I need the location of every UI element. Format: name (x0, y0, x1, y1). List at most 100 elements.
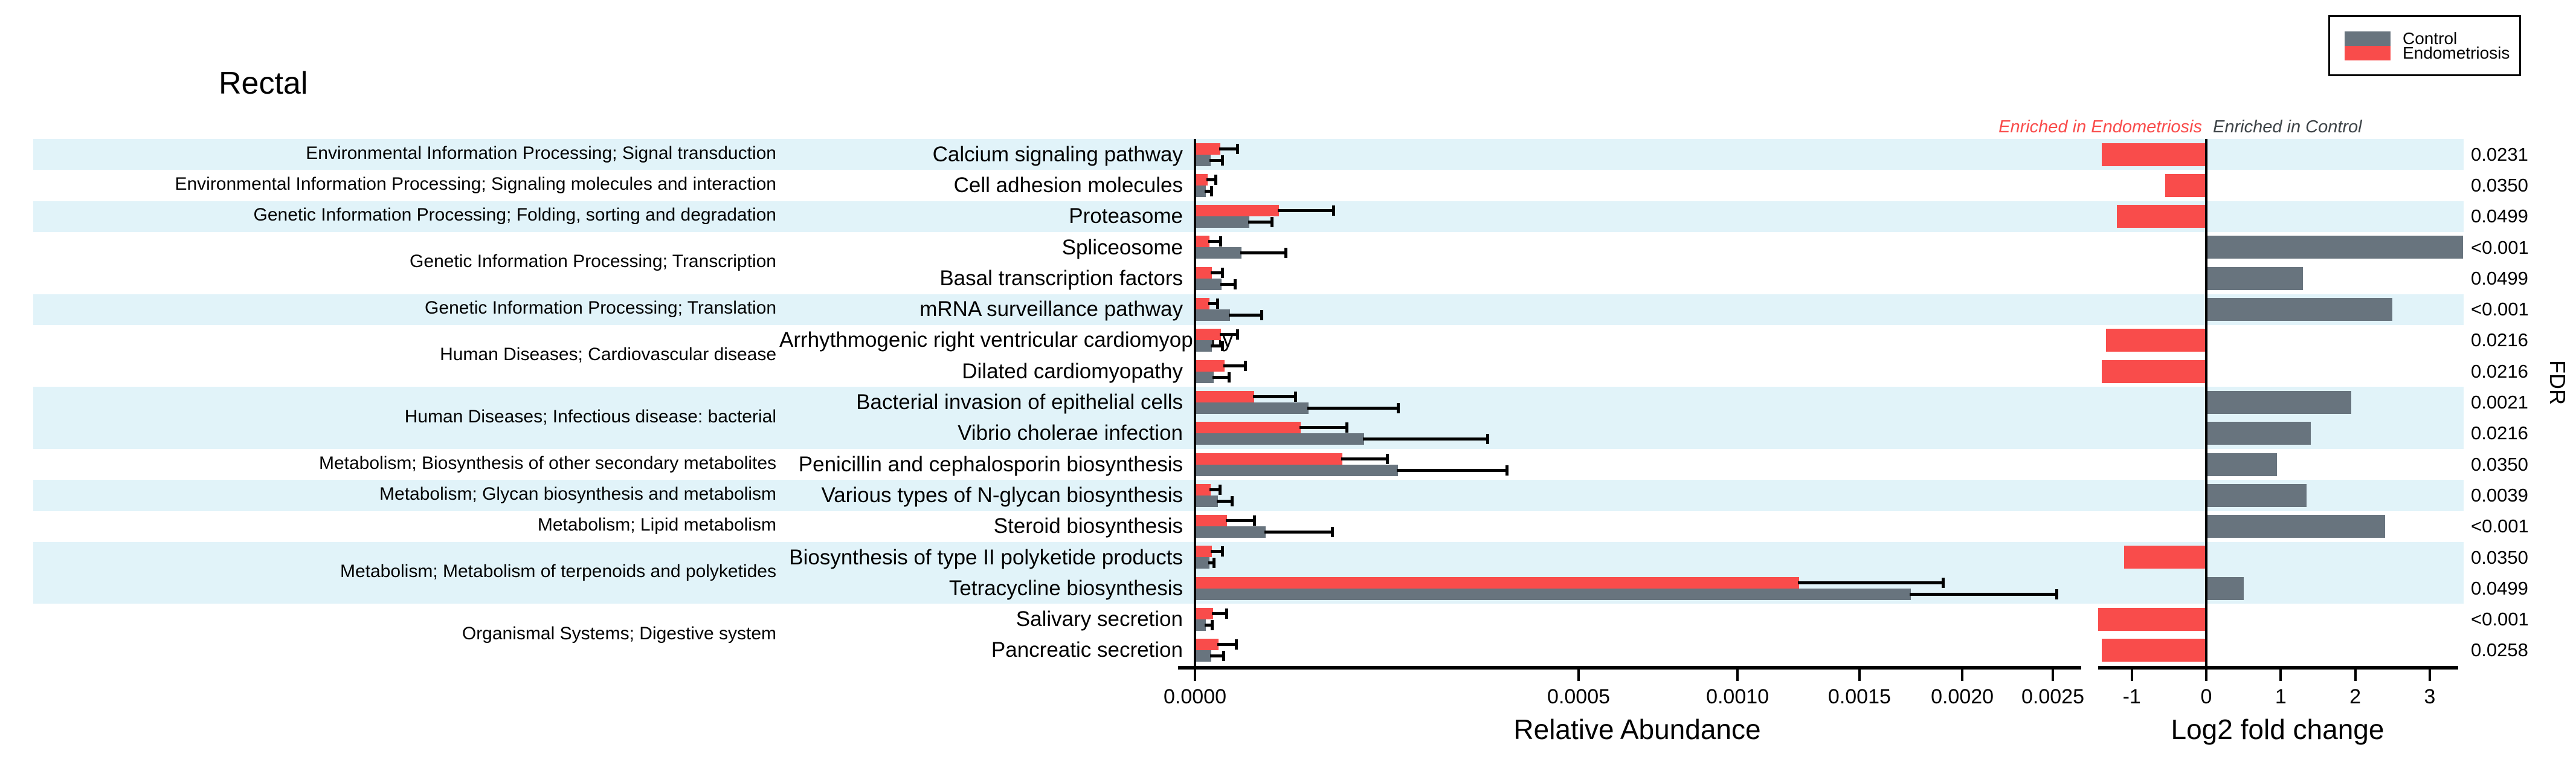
endometriosis-error-bar (1253, 395, 1295, 398)
fdr-value: 0.0350 (2471, 453, 2528, 475)
control-error-cap (1230, 495, 1234, 506)
category-label: Human Diseases; Infectious disease: bact… (404, 406, 776, 427)
category-label: Metabolism; Glycan biosynthesis and meta… (379, 483, 776, 504)
control-error-cap (1284, 248, 1288, 259)
control-abundance-bar (1195, 433, 1364, 445)
endometriosis-abundance-bar (1195, 483, 1211, 495)
log2fc-tick-label: 0 (2200, 685, 2212, 708)
log2fc-bar (2102, 360, 2206, 383)
pathway-label: Steroid biosynthesis (993, 514, 1183, 538)
endometriosis-abundance-bar (1195, 453, 1343, 465)
log2fc-bar (2117, 205, 2206, 228)
log2fc-bar (2206, 576, 2244, 600)
control-error-bar (1220, 282, 1235, 286)
legend-label-endometriosis: Endometriosis (2403, 44, 2510, 62)
log2fc-bar (2206, 236, 2464, 259)
endometriosis-error-bar (1208, 302, 1218, 305)
fdr-value: <0.001 (2471, 299, 2529, 320)
endometriosis-abundance-bar (1195, 639, 1219, 651)
control-error-cap (1270, 217, 1274, 228)
endometriosis-abundance-bar (1195, 173, 1208, 186)
control-error-cap (1228, 372, 1231, 382)
control-abundance-bar (1195, 588, 1911, 600)
pathway-label: Bacterial invasion of epithelial cells (856, 390, 1183, 415)
control-error-cap (1220, 341, 1224, 352)
log2fc-tick-label: -1 (2122, 685, 2141, 708)
endometriosis-error-bar (1217, 643, 1236, 647)
control-error-bar (1204, 189, 1211, 193)
control-error-cap (1220, 155, 1224, 166)
control-error-bar (1307, 406, 1399, 410)
fdr-value: 0.0021 (2471, 392, 2528, 413)
endometriosis-error-cap (1214, 174, 1217, 185)
pathway-label: Cell adhesion molecules (953, 173, 1183, 197)
category-label: Genetic Information Processing; Folding,… (253, 205, 776, 225)
control-error-bar (1210, 344, 1222, 348)
category-label: Human Diseases; Cardiovascular disease (440, 344, 776, 365)
log2fc-bar (2206, 266, 2304, 290)
abundance-zero-axis (1194, 139, 1196, 666)
legend-swatch-endometriosis (2345, 46, 2391, 60)
abundance-axis-tick (2052, 670, 2054, 681)
pathway-label: Arrhythmogenic right ventricular cardiom… (779, 328, 1233, 352)
control-error-cap (1505, 465, 1509, 476)
abundance-axis-tick (1736, 670, 1739, 681)
control-error-bar (1264, 531, 1333, 534)
control-error-cap (1212, 558, 1216, 569)
endometriosis-error-bar (1219, 147, 1238, 150)
pathway-label: Dilated cardiomyopathy (962, 359, 1183, 383)
fdr-value: <0.001 (2471, 608, 2529, 630)
category-label: Organismal Systems; Digestive system (462, 623, 776, 644)
fdr-value: 0.0350 (2471, 174, 2528, 196)
endometriosis-error-cap (1293, 391, 1297, 402)
control-abundance-bar (1195, 464, 1399, 476)
control-error-cap (1331, 527, 1335, 538)
category-band (33, 231, 2464, 294)
endometriosis-abundance-bar (1195, 390, 1255, 402)
fdr-value: 0.0231 (2471, 143, 2528, 165)
log2fc-axis-tick (2428, 670, 2431, 681)
control-abundance-bar (1195, 185, 1206, 197)
abundance-axis-tick (1858, 670, 1861, 681)
control-abundance-bar (1195, 650, 1211, 662)
pathway-label: Proteasome (1069, 204, 1183, 228)
control-error-bar (1212, 375, 1229, 379)
category-label: Metabolism; Biosynthesis of other second… (318, 453, 776, 473)
endometriosis-abundance-bar (1195, 515, 1228, 527)
control-abundance-bar (1195, 154, 1211, 166)
control-abundance-bar (1195, 309, 1231, 321)
endometriosis-error-cap (1220, 267, 1224, 278)
control-error-cap (1233, 279, 1237, 289)
log2fc-zero-axis (2205, 139, 2207, 666)
log2fc-bar (2206, 390, 2352, 414)
legend-label-control: Control (2403, 29, 2458, 48)
control-error-bar (1362, 437, 1487, 441)
legend-swatch-control (2345, 31, 2391, 46)
endometriosis-error-cap (1219, 484, 1222, 495)
endometriosis-error-cap (1234, 639, 1238, 650)
control-error-cap (1222, 651, 1225, 662)
fdr-value: 0.0499 (2471, 267, 2528, 289)
endometriosis-error-bar (1226, 519, 1255, 523)
abundance-axis-line (1178, 666, 2081, 670)
abundance-axis-tick (1961, 670, 1964, 681)
control-abundance-bar (1195, 619, 1206, 631)
endometriosis-error-cap (1236, 143, 1240, 154)
abundance-tick-label: 0.0005 (1547, 685, 1611, 708)
control-error-bar (1209, 158, 1222, 162)
endometriosis-error-bar (1211, 271, 1222, 274)
abundance-tick-label: 0.0015 (1827, 685, 1891, 708)
endometriosis-error-cap (1941, 577, 1945, 588)
endometriosis-abundance-bar (1195, 266, 1212, 279)
control-abundance-bar (1195, 371, 1214, 383)
control-abundance-bar (1195, 402, 1309, 414)
pathway-label: Various types of N-glycan biosynthesis (821, 483, 1183, 507)
enriched-in-control-label: Enriched in Control (2213, 117, 2362, 137)
abundance-axis-title: Relative Abundance (1513, 714, 1761, 745)
category-label: Environmental Information Processing; Si… (175, 173, 776, 194)
control-error-cap (1209, 186, 1213, 196)
category-label: Environmental Information Processing; Si… (306, 143, 776, 163)
fdr-value: <0.001 (2471, 236, 2529, 258)
control-error-cap (1397, 402, 1400, 413)
